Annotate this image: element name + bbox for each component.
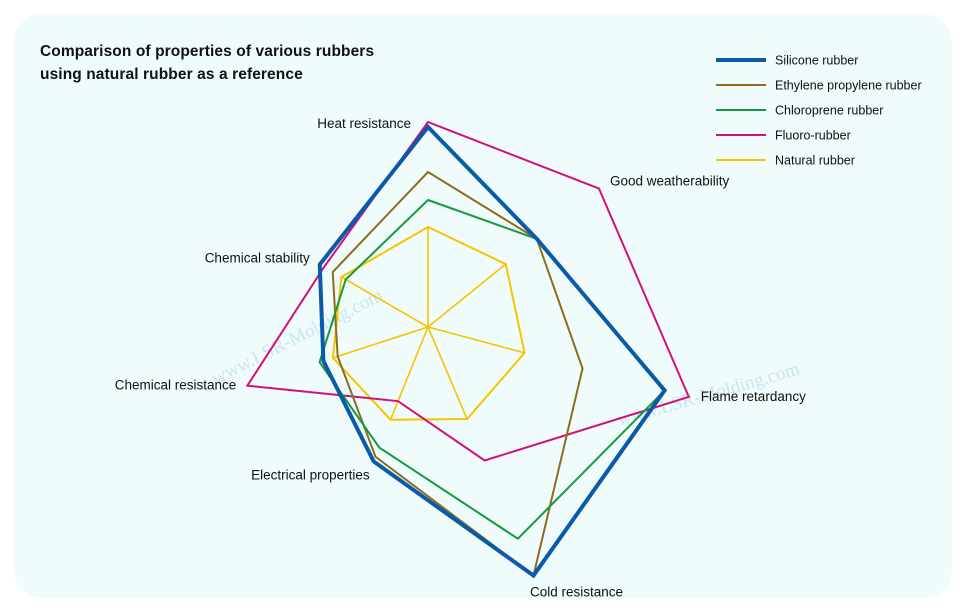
reference-spoke-cold-resistance (427, 326, 468, 420)
axis-label-flame-retardancy: Flame retardancy (701, 389, 806, 404)
axis-label-chemical-stability: Chemical stability (205, 251, 310, 266)
legend-label-natural-rubber: Natural rubber (775, 154, 855, 168)
series-fluoro-rubber (245, 120, 691, 462)
legend-label-chloroprene-rubber: Chloroprene rubber (775, 104, 883, 118)
legend-label-ethylene-propylene-rubber: Ethylene propylene rubber (775, 79, 922, 93)
axis-label-good-weatherability: Good weatherability (610, 174, 730, 189)
reference-spoke-electrical-properties (389, 326, 429, 421)
axis-labels: Heat resistance Good weatherability Flame … (115, 116, 806, 600)
chart-background (14, 14, 952, 598)
axis-label-chemical-resistance: Chemical resistance (115, 378, 237, 393)
series-polygons (245, 120, 691, 579)
legend-label-silicone-rubber: Silicone rubber (775, 54, 858, 68)
watermark-text-1: www.LSR-Molding.com (209, 285, 387, 390)
chart-title: Comparison of properties of various rubb… (40, 40, 374, 86)
legend: Silicone rubber Ethylene propylene rubber… (716, 54, 922, 168)
reference-spoke-flame-retardancy (427, 326, 525, 354)
axis-label-electrical-properties: Electrical properties (251, 467, 370, 482)
axis-label-cold-resistance: Cold resistance (530, 585, 623, 600)
series-silicone-rubber (317, 123, 668, 579)
chart-title-line-2: using natural rubber as a reference (40, 66, 303, 83)
series-chloroprene-rubber (318, 198, 667, 541)
series-ethylene-propylene-rubber (331, 170, 584, 578)
legend-label-fluoro-rubber: Fluoro-rubber (775, 129, 851, 143)
reference-spoke-chemical-resistance (332, 326, 429, 359)
series-natural-rubber (331, 225, 526, 421)
axis-label-heat-resistance: Heat resistance (317, 116, 411, 131)
reference-spoke-good-weatherability (427, 263, 507, 328)
chart-title-line-1: Comparison of properties of various rubb… (40, 43, 375, 60)
reference-spoke-chemical-stability (340, 276, 429, 328)
